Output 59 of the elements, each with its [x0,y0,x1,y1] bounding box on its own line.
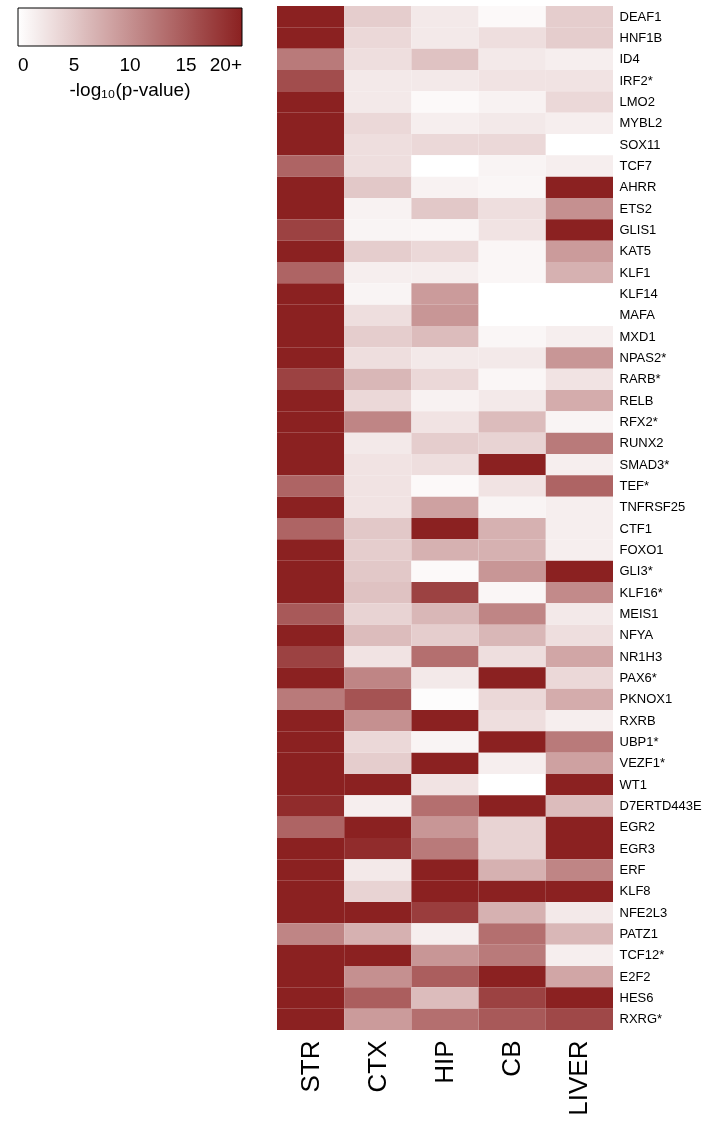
y-tick-label: EGR2 [619,819,655,835]
y-tick-label: KLF16* [619,584,663,600]
y-tick-label: CTF1 [619,520,652,536]
y-tick-label: KLF8 [619,883,651,899]
y-tick-label: ETS2 [619,200,653,216]
y-tick-label: TCF7 [619,158,652,173]
y-tick-label: NR1H3 [619,648,663,664]
y-tick-label: D7ERTD443E [619,798,702,813]
color-bar-title: -log₁₀(p-value) [69,79,191,100]
y-tick-label: AHRR [619,179,657,195]
color-bar-label: 5 [68,54,80,75]
y-tick-label: RUNX2 [619,435,664,451]
y-tick-label: ID4 [619,51,640,67]
y-tick-label: MEIS1 [619,606,659,621]
y-tick-label: GLIS1 [619,222,657,237]
y-tick-label: TEF* [619,478,650,493]
y-tick-label: KLF14 [619,286,658,301]
y-tick-label: TNFRSF25 [619,499,686,515]
y-tick-label: KLF1 [619,264,651,280]
y-tick-label: DEAF1 [619,8,662,24]
y-tick-label: MYBL2 [619,115,663,131]
y-tick-label: GLI3* [619,563,653,579]
color-bar-label: 15 [175,54,197,75]
y-tick-label: RFX2* [619,414,658,429]
y-tick-label: ERF [619,862,646,877]
y-tick-label: RELB [619,392,654,408]
color-bar-label: 20+ [209,54,242,75]
y-tick-label: VEZF1* [619,755,666,771]
y-tick-label: RXRG* [619,1011,663,1027]
x-tick-label: LIVER [563,1040,594,1116]
y-tick-label: PATZ1 [619,926,659,941]
y-tick-label: HES6 [619,990,654,1005]
y-tick-label: EGR3 [619,840,655,856]
x-tick-label: CTX [361,1040,392,1093]
color-bar-label: 10 [119,54,141,75]
y-tick-label: PKNOX1 [619,691,673,707]
y-tick-label: WT1 [619,776,647,792]
y-tick-label: RARB* [619,371,661,387]
y-tick-label: HNF1B [619,30,663,45]
y-tick-label: MXD1 [619,328,656,344]
y-tick-label: TCF12* [619,947,665,963]
y-tick-label: NFYA [619,627,654,643]
y-tick-label: RXRB [619,712,656,728]
y-tick-label: PAX6* [619,670,657,685]
y-tick-label: LMO2 [619,94,655,109]
y-tick-label: NFE2L3 [619,904,668,920]
y-tick-label: SMAD3* [619,456,670,472]
color-bar-label: 0 [18,54,29,75]
y-tick-label: KAT5 [619,243,652,259]
y-tick-label: FOXO1 [619,542,664,557]
x-tick-label: STR [294,1040,325,1093]
y-tick-label: NPAS2* [619,350,667,365]
y-tick-label: IRF2* [619,72,653,88]
y-tick-label: MAFA [619,307,656,323]
y-tick-label: SOX11 [619,136,661,152]
x-tick-label: CB [496,1040,527,1077]
y-tick-label: UBP1* [619,734,659,749]
x-tick-label: HIP [429,1040,459,1084]
y-tick-label: E2F2 [619,968,651,984]
